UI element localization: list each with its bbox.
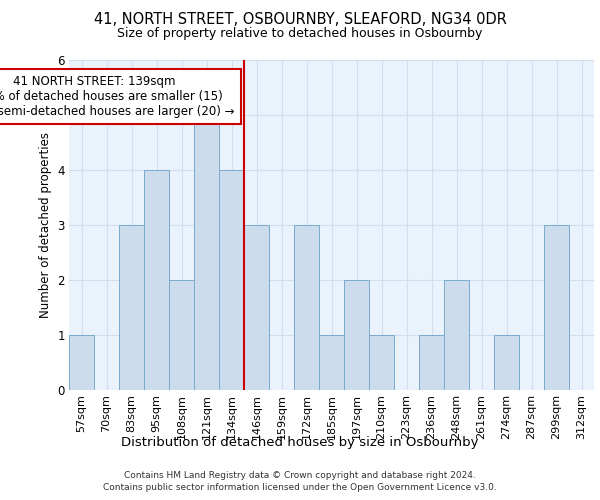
Bar [294,225,319,390]
Bar [369,335,394,390]
Bar [219,170,244,390]
Bar [169,280,194,390]
Text: 41 NORTH STREET: 139sqm
← 42% of detached houses are smaller (15)
56% of semi-de: 41 NORTH STREET: 139sqm ← 42% of detache… [0,76,235,118]
Bar [444,280,469,390]
Bar [244,225,269,390]
Bar [194,115,219,390]
Bar [144,170,169,390]
Bar [494,335,519,390]
Text: Distribution of detached houses by size in Osbournby: Distribution of detached houses by size … [121,436,479,449]
Bar [69,335,94,390]
Bar [319,335,344,390]
Y-axis label: Number of detached properties: Number of detached properties [39,132,52,318]
Bar [544,225,569,390]
Bar [419,335,444,390]
Text: Size of property relative to detached houses in Osbournby: Size of property relative to detached ho… [118,28,482,40]
Text: 41, NORTH STREET, OSBOURNBY, SLEAFORD, NG34 0DR: 41, NORTH STREET, OSBOURNBY, SLEAFORD, N… [94,12,506,28]
Bar [344,280,369,390]
Text: Contains HM Land Registry data © Crown copyright and database right 2024.
Contai: Contains HM Land Registry data © Crown c… [103,471,497,492]
Bar [119,225,144,390]
